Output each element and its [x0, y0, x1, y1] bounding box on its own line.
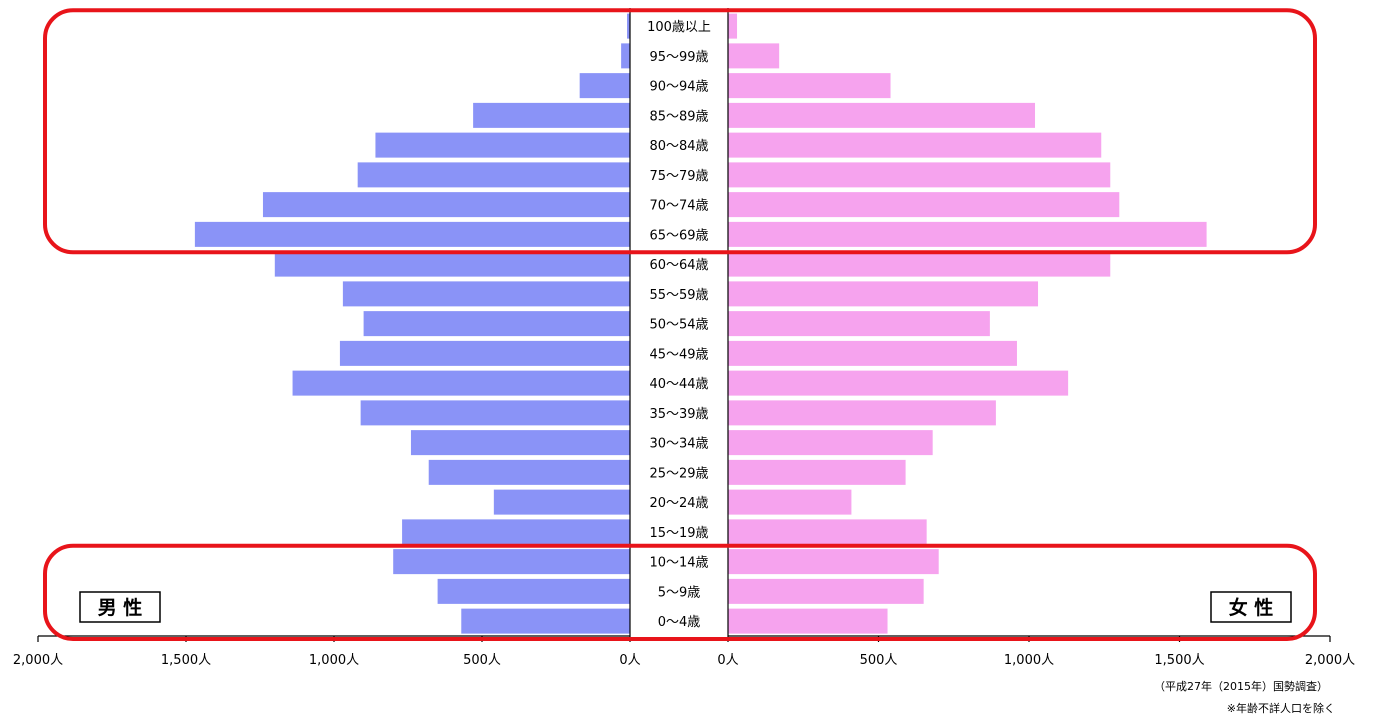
age-label: 75～79歳 [649, 169, 708, 184]
age-labels: 0～4歳 5～9歳 10～14歳 15～19歳 20～24歳 25～29歳 30～34歳 35… [647, 20, 711, 630]
male-tick-label: 500人 [463, 653, 501, 668]
age-label: 30～34歳 [649, 437, 708, 452]
male-bar [473, 102, 630, 128]
male-tick-label: 1,500人 [161, 653, 211, 668]
male-bar [461, 608, 630, 634]
exclusion-note: ※年齢不詳人口を除く [1227, 701, 1335, 715]
female-bar [728, 370, 1069, 396]
age-label: 95～99歳 [649, 50, 708, 65]
male-bar [627, 13, 630, 39]
male-bar [274, 251, 630, 277]
male-bar [410, 430, 630, 456]
age-label: 45～49歳 [649, 347, 708, 362]
female-bar [728, 221, 1207, 247]
male-bar [357, 162, 630, 188]
female-bar [728, 132, 1102, 158]
age-label: 60～64歳 [649, 258, 708, 273]
female-bar [728, 102, 1036, 128]
age-label: 100歳以上 [647, 20, 711, 35]
age-label: 15～19歳 [649, 526, 708, 541]
female-label-box: 女 性 [1210, 591, 1292, 623]
age-label: 25～29歳 [649, 466, 708, 481]
age-label: 50～54歳 [649, 318, 708, 333]
age-label: 20～24歳 [649, 496, 708, 511]
age-label: 55～59歳 [649, 288, 708, 303]
age-label: 40～44歳 [649, 377, 708, 392]
female-tick-label: 1,000人 [1004, 653, 1054, 668]
male-bar [339, 340, 630, 366]
male-bar [493, 489, 630, 515]
age-label: 65～69歳 [649, 228, 708, 243]
male-bar [621, 43, 630, 69]
female-bar [728, 578, 924, 604]
female-bar [728, 400, 996, 426]
male-bar [393, 549, 630, 575]
male-bar [360, 400, 630, 426]
female-tick-label: 1,500人 [1154, 653, 1204, 668]
elderly-highlight-box [43, 8, 1317, 255]
female-bar [728, 281, 1039, 307]
female-bar [728, 340, 1017, 366]
female-bar [728, 13, 738, 39]
male-bar [292, 370, 630, 396]
female-label: 女 性 [1229, 596, 1274, 619]
male-bar [262, 192, 630, 218]
male-label: 男 性 [98, 596, 143, 619]
male-bar [363, 311, 630, 337]
male-bar [375, 132, 630, 158]
male-bar [194, 221, 630, 247]
female-tick-label: 2,000人 [1305, 653, 1355, 668]
female-bar [728, 459, 906, 485]
age-label: 35～39歳 [649, 407, 708, 422]
male-bar [428, 459, 630, 485]
age-label: 70～74歳 [649, 199, 708, 214]
highlight-boxes [43, 8, 1317, 641]
male-tick-label: 2,000人 [13, 653, 63, 668]
age-label: 0～4歳 [658, 615, 701, 630]
male-tick-label: 0人 [619, 653, 640, 668]
male-label-box: 男 性 [79, 591, 161, 623]
female-bar [728, 608, 888, 634]
female-bar [728, 519, 927, 545]
youth-highlight-box [43, 543, 1317, 641]
male-bars [194, 13, 630, 634]
male-bar [437, 578, 630, 604]
age-label: 5～9歳 [658, 585, 701, 600]
male-bar [402, 519, 630, 545]
female-bar [728, 162, 1111, 188]
tick-labels: 0人 0人 500人 500人 1,000人 1,000人 1,500人 1,500人 2,00… [13, 636, 1355, 668]
female-bar [728, 489, 852, 515]
female-tick-label: 500人 [860, 653, 898, 668]
male-tick-label: 1,000人 [309, 653, 359, 668]
female-bar [728, 311, 990, 337]
male-bar [579, 73, 630, 99]
female-bar [728, 251, 1111, 277]
male-bar [342, 281, 630, 307]
age-label: 90～94歳 [649, 80, 708, 95]
source-note: （平成27年（2015年）国勢調査） [1154, 679, 1328, 693]
female-bar [728, 43, 780, 69]
female-bar [728, 73, 891, 99]
age-label: 80～84歳 [649, 139, 708, 154]
age-label: 85～89歳 [649, 109, 708, 124]
female-bars [728, 13, 1207, 634]
female-bar [728, 192, 1120, 218]
female-bar [728, 549, 939, 575]
female-bar [728, 430, 933, 456]
age-label: 10～14歳 [649, 556, 708, 571]
female-tick-label: 0人 [717, 653, 738, 668]
